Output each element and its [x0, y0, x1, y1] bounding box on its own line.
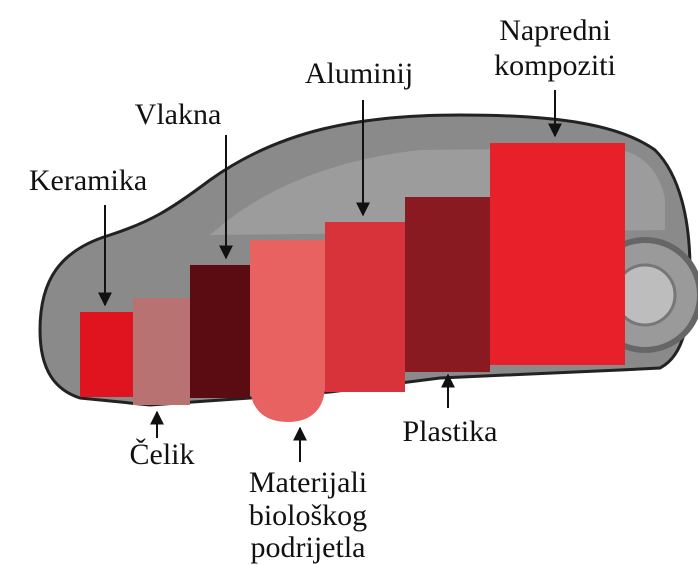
label: biološkog: [249, 499, 367, 532]
label: Vlakna: [135, 98, 222, 131]
material-bars: [80, 143, 625, 422]
bar-aluminij: [325, 222, 405, 392]
bar-keramika: [80, 312, 133, 397]
label: Materijali: [249, 466, 367, 499]
label: Keramika: [29, 164, 147, 197]
arrows: [98, 90, 562, 462]
bar-bio: [250, 240, 325, 422]
label: Napredni: [499, 14, 611, 47]
label: Čelik: [130, 438, 195, 471]
bar-vlakna: [190, 265, 250, 398]
bar-kompoziti: [490, 143, 625, 365]
label: kompoziti: [494, 49, 616, 82]
label: podrijetla: [251, 531, 366, 564]
labels: Keramika Čelik Vlakna Materijali biološk…: [29, 14, 616, 564]
bar-plastika: [405, 197, 490, 372]
label: Aluminij: [305, 57, 413, 90]
bar-celik: [133, 298, 190, 405]
label: Plastika: [403, 415, 498, 448]
